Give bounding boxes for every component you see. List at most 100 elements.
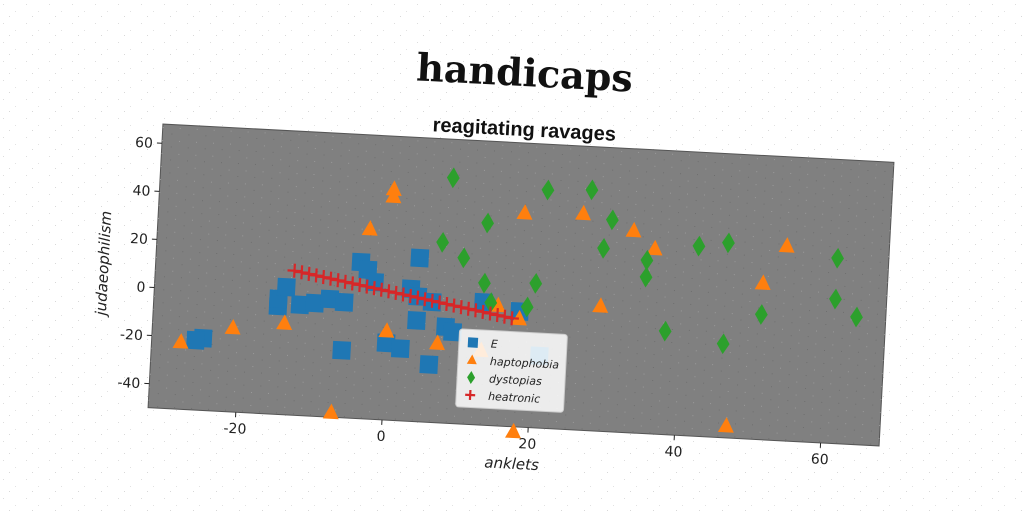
data-point-diamond — [446, 167, 460, 189]
data-point-plus — [345, 276, 360, 291]
legend-entry-label: dystopias — [489, 372, 543, 388]
data-point-triangle — [385, 180, 402, 196]
data-point-diamond — [850, 306, 863, 328]
data-point-plus — [330, 273, 346, 288]
data-point-triangle — [276, 314, 293, 331]
legend-entry-label: haptophobia — [490, 355, 560, 372]
data-point-plus — [432, 295, 447, 310]
data-point-plus — [374, 282, 389, 297]
data-point-diamond — [481, 212, 494, 234]
data-point-square — [290, 295, 310, 315]
y-tick-label: -20 — [120, 327, 144, 344]
data-point-triangle — [575, 204, 592, 221]
data-point-triangle — [489, 296, 506, 313]
data-point-plus — [417, 292, 433, 307]
x-axis-ticks: -20 0 20 40 60 — [223, 412, 829, 468]
data-point-triangle — [385, 187, 402, 204]
data-point-plus — [410, 290, 425, 305]
x-tick-label: 0 — [376, 429, 386, 445]
data-point-diamond — [541, 179, 555, 201]
legend-box — [455, 328, 568, 413]
x-tick-label: 40 — [664, 444, 683, 461]
data-point-square — [276, 277, 296, 297]
x-axis-label: anklets — [484, 453, 540, 474]
data-point-diamond — [640, 249, 654, 271]
data-point-plus — [381, 284, 396, 299]
data-point-diamond — [722, 232, 735, 254]
data-point-square — [332, 340, 352, 360]
data-point-square — [320, 289, 340, 309]
y-tick-label: 0 — [136, 280, 146, 296]
data-point-diamond — [520, 296, 534, 318]
data-point-square — [186, 330, 206, 350]
data-point-plus — [294, 265, 309, 280]
legend-entry-label: heatronic — [488, 390, 541, 406]
data-point-triangle — [224, 318, 241, 335]
series-heatronic — [287, 263, 519, 326]
data-marks — [172, 167, 863, 439]
data-point-square — [410, 248, 430, 268]
data-point-plus — [504, 311, 519, 326]
data-point-square — [305, 293, 325, 313]
legend-marker-square — [467, 337, 479, 348]
series-haptophobia — [172, 180, 795, 439]
data-point-diamond — [529, 272, 543, 294]
x-tick-label: 20 — [518, 436, 537, 453]
legend-marker-plus — [465, 389, 476, 401]
data-point-triangle — [428, 334, 445, 351]
data-point-plus — [301, 266, 317, 281]
data-point-triangle — [361, 220, 378, 236]
data-point-square — [334, 292, 354, 312]
data-point-diamond — [457, 247, 471, 269]
data-point-plus — [352, 277, 367, 293]
data-point-diamond — [478, 272, 491, 294]
data-point-triangle — [172, 333, 189, 349]
x-tick-label: 60 — [810, 451, 829, 468]
data-point-plus — [287, 263, 302, 278]
data-point-plus — [461, 301, 476, 316]
data-point-plus — [359, 279, 375, 294]
y-tick-label: 20 — [130, 231, 149, 248]
data-point-plus — [425, 293, 440, 308]
y-tick-label: -40 — [117, 375, 141, 392]
data-point-triangle — [646, 239, 663, 256]
data-point-diamond — [436, 231, 449, 253]
data-point-plus — [497, 309, 512, 324]
data-point-plus — [483, 306, 498, 321]
data-point-triangle — [625, 221, 642, 238]
data-point-triangle — [504, 422, 521, 439]
legend-marker-triangle — [466, 354, 477, 365]
y-axis-ticks: -40 -20 0 20 40 60 — [117, 135, 162, 392]
data-point-diamond — [585, 179, 599, 201]
data-point-plus — [309, 268, 324, 283]
data-point-square — [390, 339, 410, 359]
data-point-triangle — [516, 204, 533, 220]
plot-noise — [148, 124, 894, 446]
data-point-plus — [367, 281, 382, 296]
series-dystopias — [436, 167, 863, 355]
data-point-plus — [403, 289, 418, 304]
data-point-diamond — [829, 288, 842, 310]
data-point-plus — [323, 271, 338, 286]
data-point-plus — [490, 308, 505, 323]
data-point-diamond — [754, 304, 768, 325]
data-point-triangle — [754, 274, 771, 291]
data-point-diamond — [716, 333, 730, 355]
data-point-triangle — [378, 322, 395, 338]
data-point-plus — [454, 300, 469, 315]
plot-area: -20 0 20 40 60 -40 -20 0 20 40 60 Ehaptophobiadys… — [92, 123, 895, 474]
data-point-diamond — [484, 292, 498, 314]
data-point-square — [407, 311, 426, 330]
y-tick-label: 60 — [135, 135, 154, 152]
data-point-diamond — [658, 320, 672, 342]
data-point-plus — [446, 298, 461, 313]
legend-marker-diamond — [467, 371, 476, 385]
data-point-plus — [396, 287, 411, 302]
data-point-plus — [338, 274, 353, 289]
data-point-square — [376, 333, 396, 353]
data-point-triangle — [778, 237, 795, 253]
data-point-triangle — [322, 403, 339, 420]
data-point-triangle — [592, 297, 609, 313]
